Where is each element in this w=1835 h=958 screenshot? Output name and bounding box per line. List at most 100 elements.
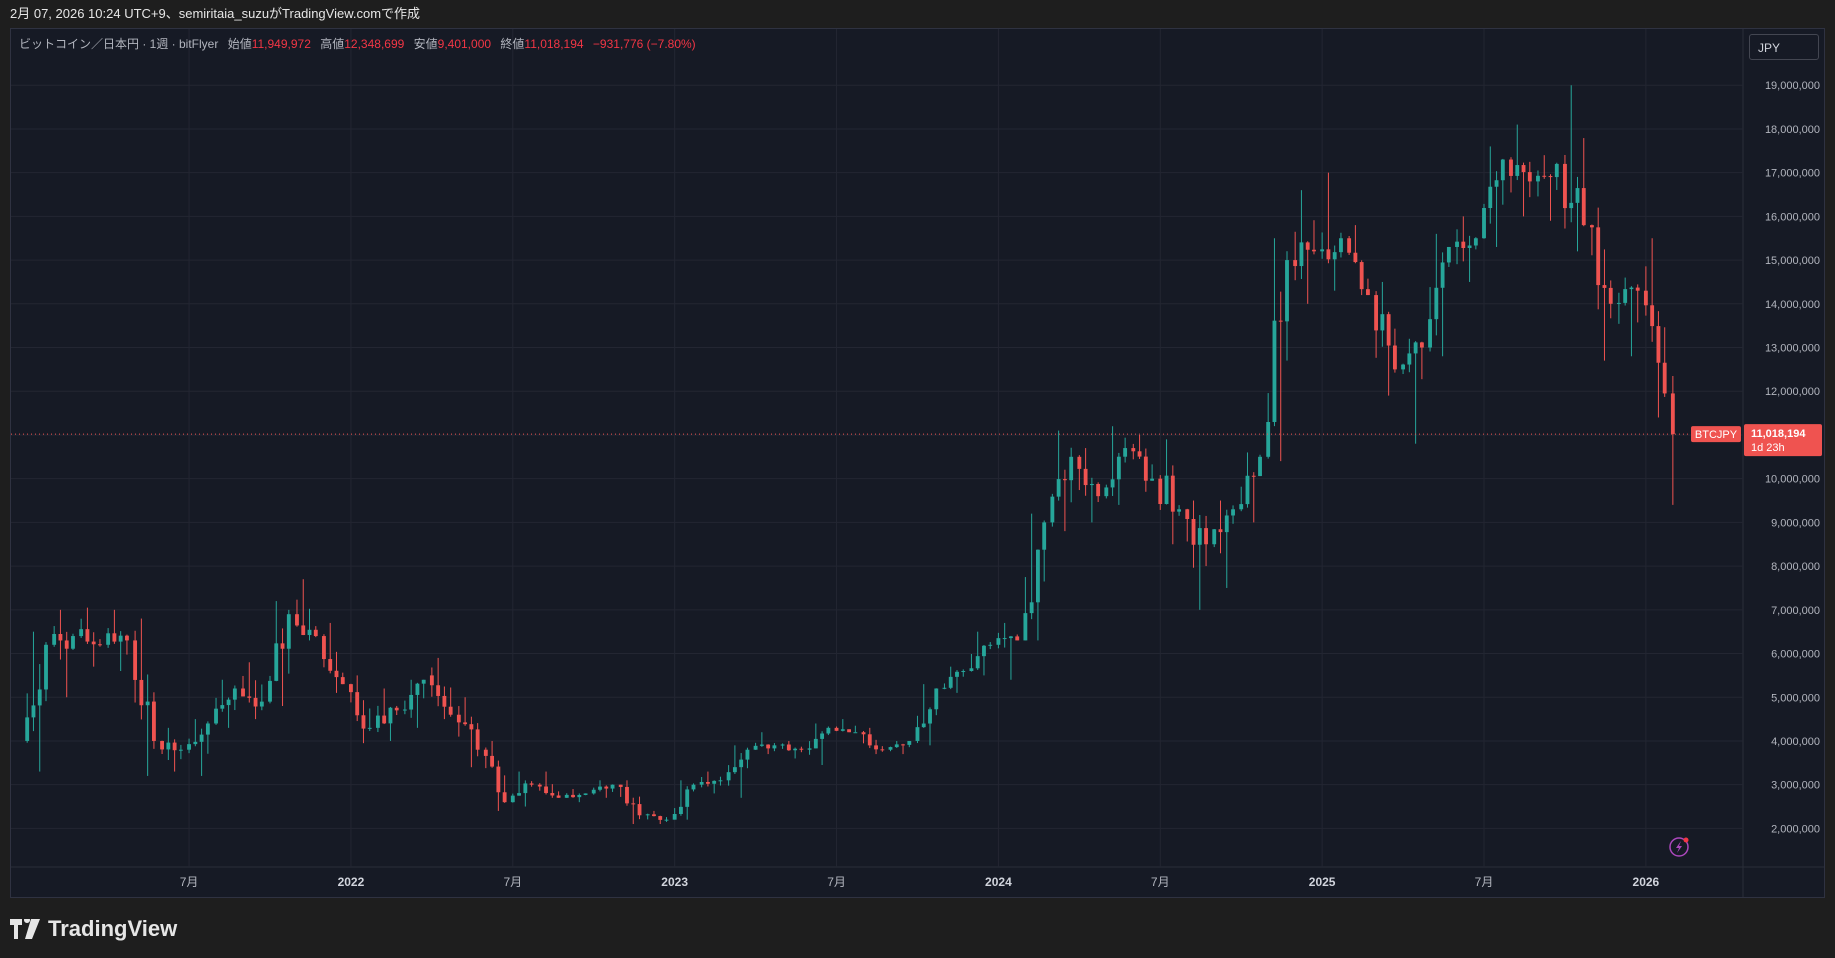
candle-body [705, 781, 710, 784]
candle-body [571, 794, 575, 798]
candle-body [1656, 326, 1661, 363]
candle-body [1110, 479, 1115, 488]
candle-body [786, 744, 791, 751]
candle-body [1036, 549, 1040, 603]
candle-body [280, 643, 285, 649]
candle-body [772, 745, 777, 749]
candle-body [166, 742, 171, 750]
candle-body [523, 783, 528, 794]
candle-body [1009, 636, 1013, 639]
candle-body [490, 755, 495, 767]
y-tick-label: 19,000,000 [1765, 80, 1820, 92]
candle-body [1461, 241, 1466, 249]
x-tick-label: 2023 [661, 875, 688, 889]
candle-body [274, 643, 279, 681]
candle-body [1635, 287, 1640, 291]
candle-body [1143, 456, 1148, 481]
candle-body [510, 795, 515, 803]
low-label: 安値 [413, 37, 438, 51]
candle-body [1643, 290, 1648, 306]
candle-body [874, 745, 878, 750]
candle-body [529, 783, 534, 785]
candle-body [1596, 227, 1601, 286]
candle-body [436, 685, 441, 696]
candle-body [853, 732, 858, 734]
candle-body [982, 645, 986, 657]
candle-body [1197, 528, 1202, 545]
candle-body [151, 701, 156, 741]
y-tick-label: 16,000,000 [1765, 211, 1820, 223]
candle-body [1293, 260, 1298, 267]
candle-body [610, 784, 615, 789]
chart-caption: 2月 07, 2026 10:24 UTC+9、semiritaia_suzuが… [10, 6, 421, 21]
candle-body [1305, 242, 1310, 250]
symbol-label[interactable]: ビットコイン／日本円 · 1週 · bitFlyer [19, 37, 219, 51]
candlestick-chart[interactable]: 2,000,000 3,000,000 4,000,000 5,000,000 6,00… [11, 29, 1824, 897]
candle-body [517, 793, 521, 796]
candle-body [699, 781, 704, 785]
candle-body [253, 697, 258, 707]
candle-body [637, 804, 642, 816]
x-tick-label: 2026 [1633, 875, 1660, 889]
y-tick-label: 14,000,000 [1765, 299, 1820, 311]
candle-body [799, 748, 804, 750]
grid: 2,000,000 3,000,000 4,000,000 5,000,000 6,00… [11, 29, 1824, 897]
candle-body [214, 708, 218, 724]
candle-body [1386, 314, 1391, 346]
candle-body [834, 727, 839, 731]
candle-body [1285, 260, 1289, 322]
candle-body [894, 744, 899, 748]
candle-body [1056, 479, 1061, 497]
candle-body [1251, 475, 1256, 477]
candle-body [1515, 165, 1520, 176]
candle-body [1218, 529, 1223, 533]
candle-body [745, 749, 750, 760]
candle-body [861, 732, 866, 735]
candle-body [1069, 456, 1074, 481]
candle-body [625, 786, 629, 804]
candle-body [996, 638, 1001, 645]
candle-body [867, 734, 872, 746]
candle-body [139, 679, 144, 706]
candle-body [220, 705, 225, 709]
candle-body [58, 633, 63, 641]
lightning-icon [1669, 837, 1689, 857]
candle-body [1623, 289, 1628, 303]
candle-body [1231, 509, 1235, 516]
open-value: 11,949,972 [251, 37, 311, 51]
candle-body [1224, 515, 1229, 533]
y-tick-label: 9,000,000 [1771, 517, 1820, 529]
currency-button[interactable]: JPY [1749, 34, 1819, 60]
candle-body [295, 614, 299, 626]
candle-body [880, 749, 885, 751]
candle-body [1536, 175, 1540, 182]
candle-body [753, 745, 758, 750]
candle-body [1312, 249, 1316, 252]
tradingview-logo[interactable]: TradingView [10, 912, 177, 946]
candle-body [145, 701, 150, 706]
candle-body [1204, 528, 1208, 545]
candle-body [901, 744, 905, 746]
candle-body [1455, 241, 1459, 247]
candle-body [178, 749, 183, 751]
candle-body [1083, 468, 1088, 486]
y-tick-label: 13,000,000 [1765, 343, 1820, 355]
candle-body [672, 813, 677, 820]
candle-body [1500, 159, 1505, 181]
candle-body [921, 723, 926, 728]
candle-body [79, 629, 84, 637]
candle-body [564, 794, 569, 798]
chart-area[interactable]: 2,000,000 3,000,000 4,000,000 5,000,000 6,00… [10, 28, 1825, 898]
candle-body [1521, 165, 1526, 173]
candle-body [739, 759, 744, 768]
candle-body [604, 786, 609, 789]
lightning-bolt-icon [1676, 841, 1682, 853]
candle-body [1434, 287, 1439, 320]
candle-body [961, 671, 966, 673]
x-tick-label: 2024 [985, 875, 1012, 889]
candle-body [1123, 448, 1128, 457]
candle-body [820, 733, 825, 739]
candle-body [1548, 176, 1553, 178]
candle-body [355, 692, 360, 716]
candle-body [1563, 163, 1567, 209]
